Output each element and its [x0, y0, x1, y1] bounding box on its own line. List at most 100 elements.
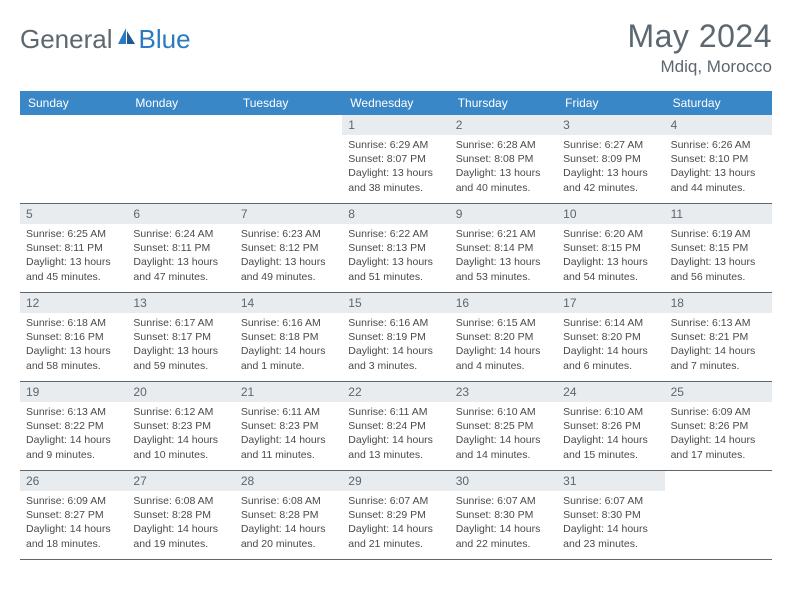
day-details: Sunrise: 6:07 AMSunset: 8:29 PMDaylight:… — [348, 494, 443, 551]
day-details: Sunrise: 6:13 AMSunset: 8:21 PMDaylight:… — [671, 316, 766, 373]
day-details: Sunrise: 6:22 AMSunset: 8:13 PMDaylight:… — [348, 227, 443, 284]
day-details: Sunrise: 6:21 AMSunset: 8:14 PMDaylight:… — [456, 227, 551, 284]
day-cell: 15 Sunrise: 6:16 AMSunset: 8:19 PMDayligh… — [342, 293, 449, 381]
day-details: Sunrise: 6:24 AMSunset: 8:11 PMDaylight:… — [133, 227, 228, 284]
day-cell: 28Sunrise: 6:08 AMSunset: 8:28 PMDayligh… — [235, 471, 342, 559]
week-row: 1 Sunrise: 6:29 AMSunset: 8:07 PMDaylight… — [20, 115, 772, 204]
day-number: 2 — [450, 115, 557, 135]
week-row: 26Sunrise: 6:09 AMSunset: 8:27 PMDayligh… — [20, 471, 772, 560]
day-cell: 26Sunrise: 6:09 AMSunset: 8:27 PMDayligh… — [20, 471, 127, 559]
day-cell: 10Sunrise: 6:20 AMSunset: 8:15 PMDayligh… — [557, 204, 664, 292]
day-details: Sunrise: 6:15 AMSunset: 8:20 PMDaylight:… — [456, 316, 551, 373]
day-details: Sunrise: 6:16 AMSunset: 8:19 PMDaylight:… — [348, 316, 443, 373]
day-details: Sunrise: 6:11 AMSunset: 8:24 PMDaylight:… — [348, 405, 443, 462]
day-cell: 27Sunrise: 6:08 AMSunset: 8:28 PMDayligh… — [127, 471, 234, 559]
day-header: Sunday — [20, 91, 127, 115]
day-details: Sunrise: 6:25 AMSunset: 8:11 PMDaylight:… — [26, 227, 121, 284]
day-number: 6 — [127, 204, 234, 224]
day-cell: 24Sunrise: 6:10 AMSunset: 8:26 PMDayligh… — [557, 382, 664, 470]
day-cell: 25 Sunrise: 6:09 AMSunset: 8:26 PMDayligh… — [665, 382, 772, 470]
day-number: 20 — [127, 382, 234, 402]
day-number: 14 — [235, 293, 342, 313]
sail-icon — [115, 26, 137, 53]
day-details: Sunrise: 6:28 AMSunset: 8:08 PMDaylight:… — [456, 138, 551, 195]
day-details: Sunrise: 6:18 AMSunset: 8:16 PMDaylight:… — [26, 316, 121, 373]
empty-cell — [235, 115, 342, 203]
day-cell: 23 Sunrise: 6:10 AMSunset: 8:25 PMDayligh… — [450, 382, 557, 470]
empty-cell — [665, 471, 772, 559]
day-details: Sunrise: 6:23 AMSunset: 8:12 PMDaylight:… — [241, 227, 336, 284]
day-header: Friday — [557, 91, 664, 115]
day-details: Sunrise: 6:09 AMSunset: 8:26 PMDaylight:… — [671, 405, 766, 462]
day-cell: 31 Sunrise: 6:07 AMSunset: 8:30 PMDayligh… — [557, 471, 664, 559]
day-details: Sunrise: 6:13 AMSunset: 8:22 PMDaylight:… — [26, 405, 121, 462]
day-details: Sunrise: 6:09 AMSunset: 8:27 PMDaylight:… — [26, 494, 121, 551]
day-cell: 12Sunrise: 6:18 AMSunset: 8:16 PMDayligh… — [20, 293, 127, 381]
day-cell: 4Sunrise: 6:26 AMSunset: 8:10 PMDaylight… — [665, 115, 772, 203]
day-number: 21 — [235, 382, 342, 402]
day-number: 19 — [20, 382, 127, 402]
empty-cell — [20, 115, 127, 203]
day-cell: 16Sunrise: 6:15 AMSunset: 8:20 PMDayligh… — [450, 293, 557, 381]
day-cell: 22 Sunrise: 6:11 AMSunset: 8:24 PMDayligh… — [342, 382, 449, 470]
weeks-container: 1 Sunrise: 6:29 AMSunset: 8:07 PMDaylight… — [20, 115, 772, 560]
logo-text-1: General — [20, 24, 113, 55]
day-cell: 2 Sunrise: 6:28 AMSunset: 8:08 PMDaylight… — [450, 115, 557, 203]
day-number: 3 — [557, 115, 664, 135]
day-cell: 30Sunrise: 6:07 AMSunset: 8:30 PMDayligh… — [450, 471, 557, 559]
day-cell: 21 Sunrise: 6:11 AMSunset: 8:23 PMDayligh… — [235, 382, 342, 470]
logo-text-2: Blue — [139, 24, 191, 55]
day-details: Sunrise: 6:08 AMSunset: 8:28 PMDaylight:… — [133, 494, 228, 551]
day-cell: 20 Sunrise: 6:12 AMSunset: 8:23 PMDayligh… — [127, 382, 234, 470]
day-number: 22 — [342, 382, 449, 402]
day-number: 8 — [342, 204, 449, 224]
day-header: Thursday — [450, 91, 557, 115]
day-cell: 18Sunrise: 6:13 AMSunset: 8:21 PMDayligh… — [665, 293, 772, 381]
day-number: 23 — [450, 382, 557, 402]
logo: General Blue — [20, 24, 191, 55]
day-details: Sunrise: 6:29 AMSunset: 8:07 PMDaylight:… — [348, 138, 443, 195]
day-number: 25 — [665, 382, 772, 402]
day-details: Sunrise: 6:19 AMSunset: 8:15 PMDaylight:… — [671, 227, 766, 284]
day-number: 15 — [342, 293, 449, 313]
day-cell: 8 Sunrise: 6:22 AMSunset: 8:13 PMDaylight… — [342, 204, 449, 292]
day-details: Sunrise: 6:10 AMSunset: 8:25 PMDaylight:… — [456, 405, 551, 462]
day-header: Saturday — [665, 91, 772, 115]
day-cell: 6 Sunrise: 6:24 AMSunset: 8:11 PMDaylight… — [127, 204, 234, 292]
header: General Blue May 2024 Mdiq, Morocco — [20, 18, 772, 77]
day-number: 13 — [127, 293, 234, 313]
day-details: Sunrise: 6:10 AMSunset: 8:26 PMDaylight:… — [563, 405, 658, 462]
day-header-row: SundayMondayTuesdayWednesdayThursdayFrid… — [20, 91, 772, 115]
day-header: Wednesday — [342, 91, 449, 115]
day-number: 31 — [557, 471, 664, 491]
day-details: Sunrise: 6:20 AMSunset: 8:15 PMDaylight:… — [563, 227, 658, 284]
day-details: Sunrise: 6:08 AMSunset: 8:28 PMDaylight:… — [241, 494, 336, 551]
empty-cell — [127, 115, 234, 203]
day-number: 9 — [450, 204, 557, 224]
week-row: 5Sunrise: 6:25 AMSunset: 8:11 PMDaylight… — [20, 204, 772, 293]
day-number: 17 — [557, 293, 664, 313]
day-number: 30 — [450, 471, 557, 491]
day-cell: 14 Sunrise: 6:16 AMSunset: 8:18 PMDayligh… — [235, 293, 342, 381]
week-row: 19 Sunrise: 6:13 AMSunset: 8:22 PMDayligh… — [20, 382, 772, 471]
day-number: 4 — [665, 115, 772, 135]
day-details: Sunrise: 6:27 AMSunset: 8:09 PMDaylight:… — [563, 138, 658, 195]
day-details: Sunrise: 6:07 AMSunset: 8:30 PMDaylight:… — [563, 494, 658, 551]
day-cell: 29 Sunrise: 6:07 AMSunset: 8:29 PMDayligh… — [342, 471, 449, 559]
day-number: 1 — [342, 115, 449, 135]
day-details: Sunrise: 6:17 AMSunset: 8:17 PMDaylight:… — [133, 316, 228, 373]
day-details: Sunrise: 6:14 AMSunset: 8:20 PMDaylight:… — [563, 316, 658, 373]
day-cell: 11Sunrise: 6:19 AMSunset: 8:15 PMDayligh… — [665, 204, 772, 292]
day-cell: 13 Sunrise: 6:17 AMSunset: 8:17 PMDayligh… — [127, 293, 234, 381]
day-number: 7 — [235, 204, 342, 224]
day-header: Tuesday — [235, 91, 342, 115]
day-details: Sunrise: 6:12 AMSunset: 8:23 PMDaylight:… — [133, 405, 228, 462]
day-details: Sunrise: 6:16 AMSunset: 8:18 PMDaylight:… — [241, 316, 336, 373]
day-cell: 17 Sunrise: 6:14 AMSunset: 8:20 PMDayligh… — [557, 293, 664, 381]
week-row: 12Sunrise: 6:18 AMSunset: 8:16 PMDayligh… — [20, 293, 772, 382]
day-cell: 7 Sunrise: 6:23 AMSunset: 8:12 PMDaylight… — [235, 204, 342, 292]
month-title: May 2024 — [627, 18, 772, 55]
day-number: 29 — [342, 471, 449, 491]
day-details: Sunrise: 6:11 AMSunset: 8:23 PMDaylight:… — [241, 405, 336, 462]
day-cell: 9 Sunrise: 6:21 AMSunset: 8:14 PMDaylight… — [450, 204, 557, 292]
